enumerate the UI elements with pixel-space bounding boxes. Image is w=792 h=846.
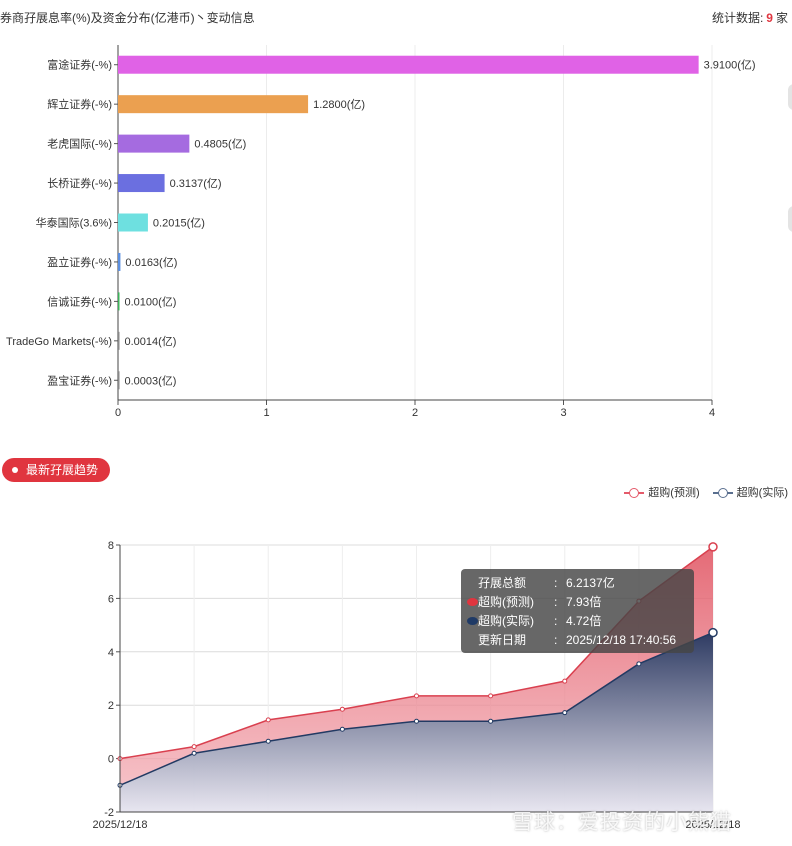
tooltip-value: 2025/12/18 17:40:56	[566, 633, 677, 647]
actual-point	[636, 661, 642, 667]
predicted-point	[191, 744, 197, 750]
chart-legend: 超购(预测) 超购(实际)	[614, 484, 788, 500]
tooltip-separator: :	[554, 576, 558, 590]
tooltip-marker	[467, 617, 478, 625]
actual-point	[488, 718, 494, 724]
stat-summary: 统计数据: 9 家	[712, 9, 788, 26]
predicted-point	[339, 706, 345, 712]
stat-unit: 家	[775, 11, 788, 25]
predicted-point	[414, 693, 419, 699]
actual-point	[265, 738, 271, 744]
predicted-point	[708, 542, 718, 552]
tooltip-row: 孖展总额:6.2137亿	[467, 574, 694, 593]
y-tick-label: 4	[108, 647, 114, 659]
bar-value-label: 0.4805(亿)	[194, 138, 246, 151]
tooltip-marker	[467, 636, 478, 644]
bar	[118, 252, 121, 271]
legend-line-icon	[712, 488, 733, 499]
tooltip-row: 更新日期:2025/12/18 17:40:56	[467, 631, 694, 650]
bar	[118, 55, 699, 74]
bar-value-label: 3.9100(亿)	[704, 59, 756, 72]
tooltip-label: 超购(预测)	[478, 595, 534, 609]
stat-label: 统计数据:	[711, 11, 764, 25]
y-tick-label: 6	[108, 593, 114, 605]
y-tick-label: 8	[108, 540, 114, 552]
tooltip-label: 更新日期	[478, 633, 527, 647]
bar-value-label: 0.0014(亿)	[125, 335, 177, 348]
tooltip-label: 孖展总额	[478, 576, 527, 590]
actual-point	[414, 718, 419, 724]
x-tick-label: 0	[115, 407, 121, 419]
tooltip-separator: :	[554, 595, 558, 609]
legend-line-icon	[624, 488, 645, 499]
bar-value-label: 0.2015(亿)	[153, 217, 205, 230]
category-label: 盈立证券(-%)	[47, 255, 112, 269]
x-tick-label: 4	[709, 407, 715, 419]
bar	[118, 213, 148, 232]
scroll-handle-upper[interactable]	[788, 84, 792, 110]
watermark: 雪球：爱投资的小熊猫	[512, 811, 732, 834]
y-tick-label: -2	[104, 807, 114, 819]
actual-point	[708, 627, 718, 638]
bar	[118, 371, 120, 390]
tooltip-separator: :	[554, 614, 558, 628]
category-label: 信诚证券(-%)	[47, 294, 112, 308]
category-label: 老虎国际(-%)	[47, 138, 112, 151]
bar-value-label: 0.0100(亿)	[125, 295, 177, 308]
category-label: 盈宝证券(-%)	[47, 373, 112, 387]
x-tick-label: 2025/12/18	[92, 819, 147, 831]
legend-item-actual[interactable]: 超购(实际)	[712, 484, 788, 500]
tooltip-value: 7.93倍	[566, 595, 602, 609]
section-label-pill[interactable]: 最新孖展趋势	[2, 458, 110, 482]
bar-value-label: 0.3137(亿)	[170, 177, 222, 190]
chart-title: 券商孖展息率(%)及资金分布(亿港币)丶变动信息	[0, 11, 255, 25]
legend-label: 超购(实际)	[736, 487, 788, 499]
category-label: 长桥证券(-%)	[47, 176, 112, 190]
tooltip-marker	[467, 579, 478, 587]
scroll-handle-lower[interactable]	[788, 206, 792, 232]
tooltip-separator: :	[554, 633, 558, 647]
section-label: 最新孖展趋势	[26, 463, 99, 477]
tooltip-marker	[467, 598, 478, 606]
tooltip-row: 超购(预测):7.93倍	[467, 593, 694, 612]
legend-item-predicted[interactable]: 超购(预测)	[624, 484, 700, 500]
y-tick-label: 0	[108, 754, 114, 766]
predicted-point	[562, 678, 568, 684]
bar-value-label: 0.0003(亿)	[125, 374, 177, 387]
x-tick-label: 2	[412, 407, 418, 419]
bar	[118, 134, 190, 153]
predicted-point	[265, 717, 271, 723]
category-label: 华泰国际(3.6%)	[36, 216, 112, 230]
actual-point	[339, 726, 345, 732]
bar-value-label: 0.0163(亿)	[125, 256, 177, 269]
tooltip-row: 超购(实际):4.72倍	[467, 612, 694, 631]
tooltip-value: 4.72倍	[566, 614, 602, 628]
bar-value-label: 1.2800(亿)	[313, 98, 365, 111]
predicted-point	[488, 693, 494, 699]
broker-bar-chart: 0 1 2 3 4 富途证券(-%) 3.9100(亿) 辉立证券(-%) 1.2800(亿) 老…	[6, 45, 756, 419]
bar	[118, 174, 165, 193]
x-tick-label: 2025/12/18	[685, 819, 740, 831]
bar	[118, 292, 120, 311]
y-tick-label: 2	[108, 700, 114, 712]
category-label: 富途证券(-%)	[47, 58, 112, 72]
legend-label: 超购(预测)	[648, 487, 700, 499]
actual-point	[562, 710, 568, 716]
category-label: 辉立证券(-%)	[47, 97, 112, 111]
category-label: TradeGo Markets(-%)	[6, 336, 112, 348]
actual-point	[191, 750, 197, 756]
bar	[118, 331, 120, 350]
stat-count: 9	[766, 11, 773, 25]
tooltip-value: 6.2137亿	[566, 576, 615, 590]
x-tick-label: 1	[263, 407, 269, 419]
x-tick-label: 3	[560, 407, 566, 419]
chart-tooltip: 孖展总额:6.2137亿 超购(预测):7.93倍 超购(实际):4.72倍 更…	[461, 569, 694, 653]
bar	[118, 95, 309, 114]
dot-icon	[12, 467, 18, 473]
tooltip-label: 超购(实际)	[478, 614, 534, 628]
